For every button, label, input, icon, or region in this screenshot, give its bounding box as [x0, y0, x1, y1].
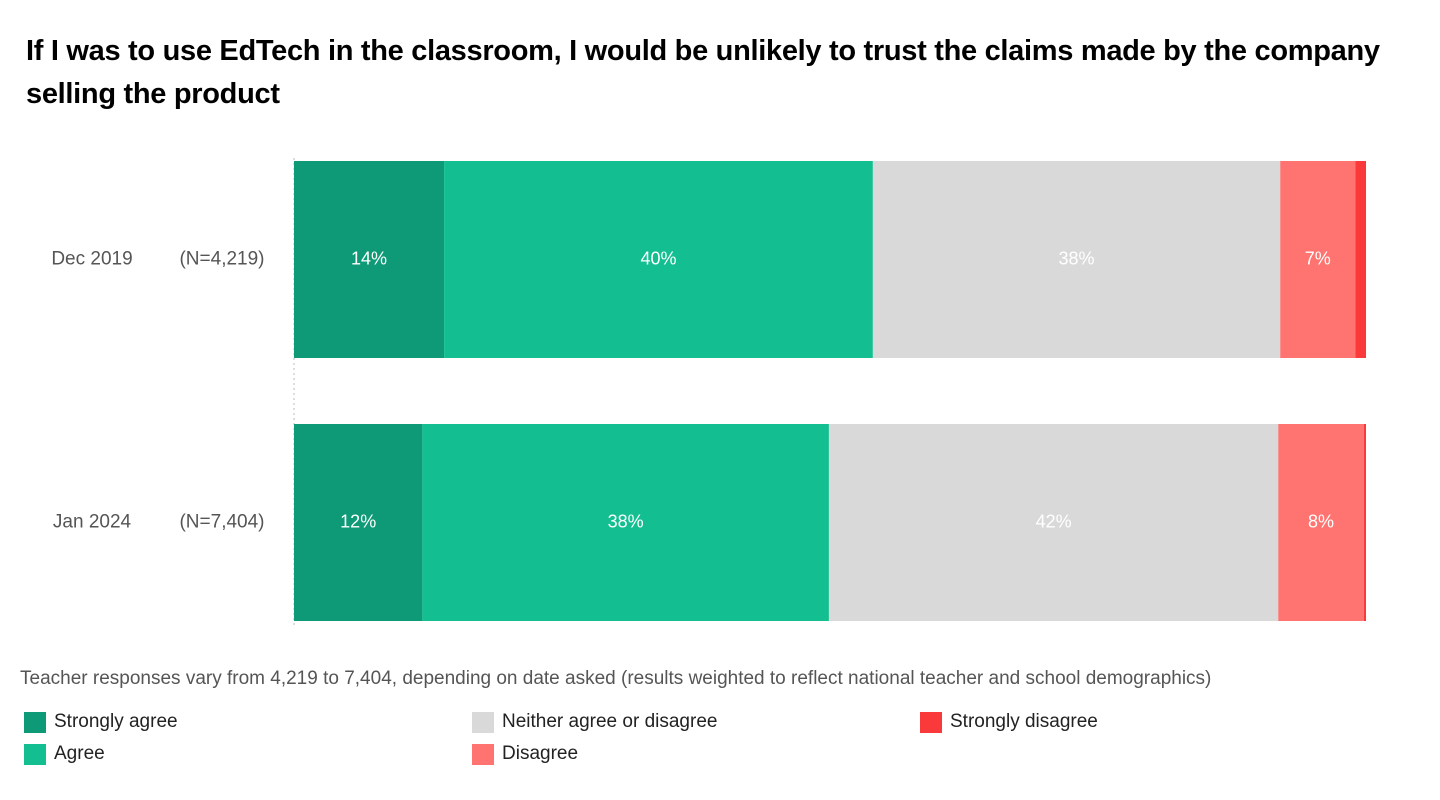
bar-segment	[872, 161, 1281, 358]
value-label: 14%	[351, 248, 387, 268]
bar-segment	[1278, 424, 1364, 621]
value-label: 40%	[640, 248, 676, 268]
legend-swatch	[24, 712, 46, 733]
legend-label: Disagree	[502, 743, 578, 764]
legend-swatch	[472, 744, 494, 765]
value-label: 38%	[608, 511, 644, 531]
legend-swatch	[920, 712, 942, 733]
legend-label: Strongly disagree	[950, 711, 1098, 732]
legend-swatch	[24, 744, 46, 765]
footnote: Teacher responses vary from 4,219 to 7,4…	[20, 668, 1211, 689]
value-label: 7%	[1305, 248, 1331, 268]
category-label: Jan 2024	[53, 512, 132, 533]
bar-segment	[294, 424, 423, 621]
bar-segment	[1280, 161, 1356, 358]
legend-label: Neither agree or disagree	[502, 711, 717, 732]
bar-segment	[1363, 424, 1366, 621]
value-label: 42%	[1036, 511, 1072, 531]
bar-segment	[828, 424, 1279, 621]
legend-swatch	[472, 712, 494, 733]
chart-title: If I was to use EdTech in the classroom,…	[26, 35, 1380, 110]
n-label: (N=7,404)	[179, 512, 264, 533]
bar-segment	[444, 161, 873, 358]
bar-segment	[422, 424, 829, 621]
value-label: 12%	[340, 511, 376, 531]
category-label: Dec 2019	[51, 249, 132, 270]
n-label: (N=4,219)	[179, 249, 264, 270]
bar-segment	[1355, 161, 1366, 358]
bar-segment	[294, 161, 445, 358]
legend-label: Agree	[54, 743, 105, 764]
legend-label: Strongly agree	[54, 711, 178, 732]
value-label: 8%	[1308, 511, 1334, 531]
value-label: 38%	[1059, 248, 1095, 268]
